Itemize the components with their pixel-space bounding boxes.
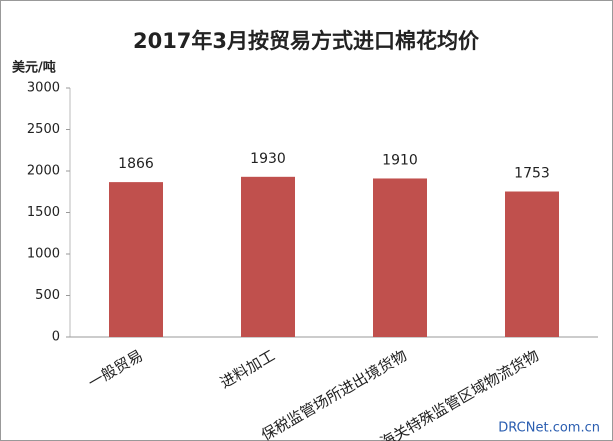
y-tick-label: 500 — [35, 288, 60, 303]
value-label: 1930 — [250, 151, 286, 167]
y-tick-label: 1500 — [27, 205, 60, 220]
value-label: 1866 — [118, 156, 154, 172]
value-label: 1910 — [382, 152, 418, 168]
y-tick-label: 2000 — [27, 164, 60, 179]
bar — [241, 176, 295, 337]
y-axis-label: 美元/吨 — [12, 60, 56, 76]
y-tick-label: 0 — [52, 330, 60, 345]
y-tick-label: 3000 — [27, 81, 60, 96]
bar — [505, 191, 559, 337]
chart-title: 2017年3月按贸易方式进口棉花均价 — [133, 29, 480, 53]
value-label: 1753 — [514, 166, 550, 182]
watermark: DRCNet.com.cn — [498, 421, 600, 436]
bar — [109, 182, 163, 337]
y-tick-label: 1000 — [27, 247, 60, 262]
y-tick-label: 2500 — [27, 122, 60, 137]
bar — [373, 178, 427, 337]
